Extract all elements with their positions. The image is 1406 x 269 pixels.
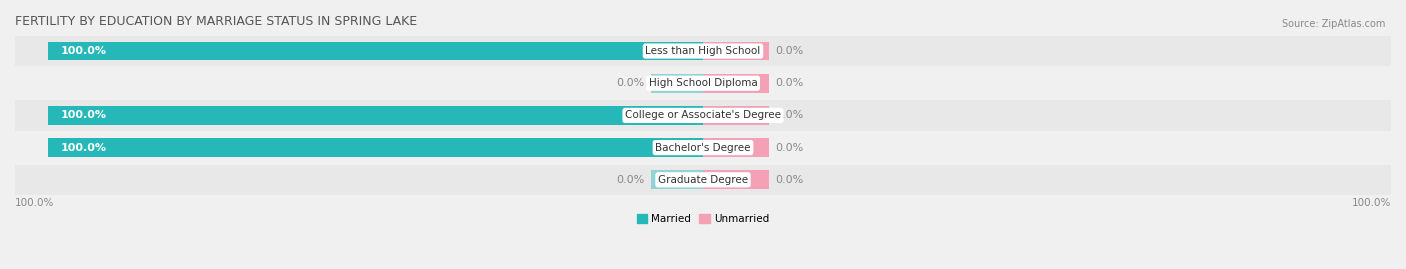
Text: 100.0%: 100.0% xyxy=(15,199,55,208)
Text: College or Associate's Degree: College or Associate's Degree xyxy=(626,110,780,121)
Bar xyxy=(703,74,769,93)
Bar xyxy=(703,171,769,189)
Legend: Married, Unmarried: Married, Unmarried xyxy=(633,210,773,228)
Bar xyxy=(48,42,703,60)
Text: 0.0%: 0.0% xyxy=(775,110,803,121)
Bar xyxy=(651,74,703,93)
Text: 0.0%: 0.0% xyxy=(616,78,644,88)
Text: Less than High School: Less than High School xyxy=(645,46,761,56)
Bar xyxy=(703,42,769,60)
Text: 100.0%: 100.0% xyxy=(60,46,107,56)
Text: 100.0%: 100.0% xyxy=(60,143,107,153)
Bar xyxy=(703,106,769,125)
Text: 0.0%: 0.0% xyxy=(775,78,803,88)
Text: High School Diploma: High School Diploma xyxy=(648,78,758,88)
Text: 0.0%: 0.0% xyxy=(775,175,803,185)
Text: Graduate Degree: Graduate Degree xyxy=(658,175,748,185)
Bar xyxy=(48,138,703,157)
Text: Source: ZipAtlas.com: Source: ZipAtlas.com xyxy=(1281,19,1385,29)
Bar xyxy=(703,138,769,157)
Text: 0.0%: 0.0% xyxy=(775,46,803,56)
Text: 100.0%: 100.0% xyxy=(60,110,107,121)
Text: FERTILITY BY EDUCATION BY MARRIAGE STATUS IN SPRING LAKE: FERTILITY BY EDUCATION BY MARRIAGE STATU… xyxy=(15,15,418,28)
Text: 100.0%: 100.0% xyxy=(1351,199,1391,208)
Bar xyxy=(15,165,1391,195)
Bar xyxy=(651,171,703,189)
Bar xyxy=(15,132,1391,163)
Bar xyxy=(15,100,1391,131)
Bar xyxy=(15,36,1391,66)
Bar xyxy=(48,106,703,125)
Bar xyxy=(15,68,1391,98)
Text: 0.0%: 0.0% xyxy=(616,175,644,185)
Text: 0.0%: 0.0% xyxy=(775,143,803,153)
Text: Bachelor's Degree: Bachelor's Degree xyxy=(655,143,751,153)
